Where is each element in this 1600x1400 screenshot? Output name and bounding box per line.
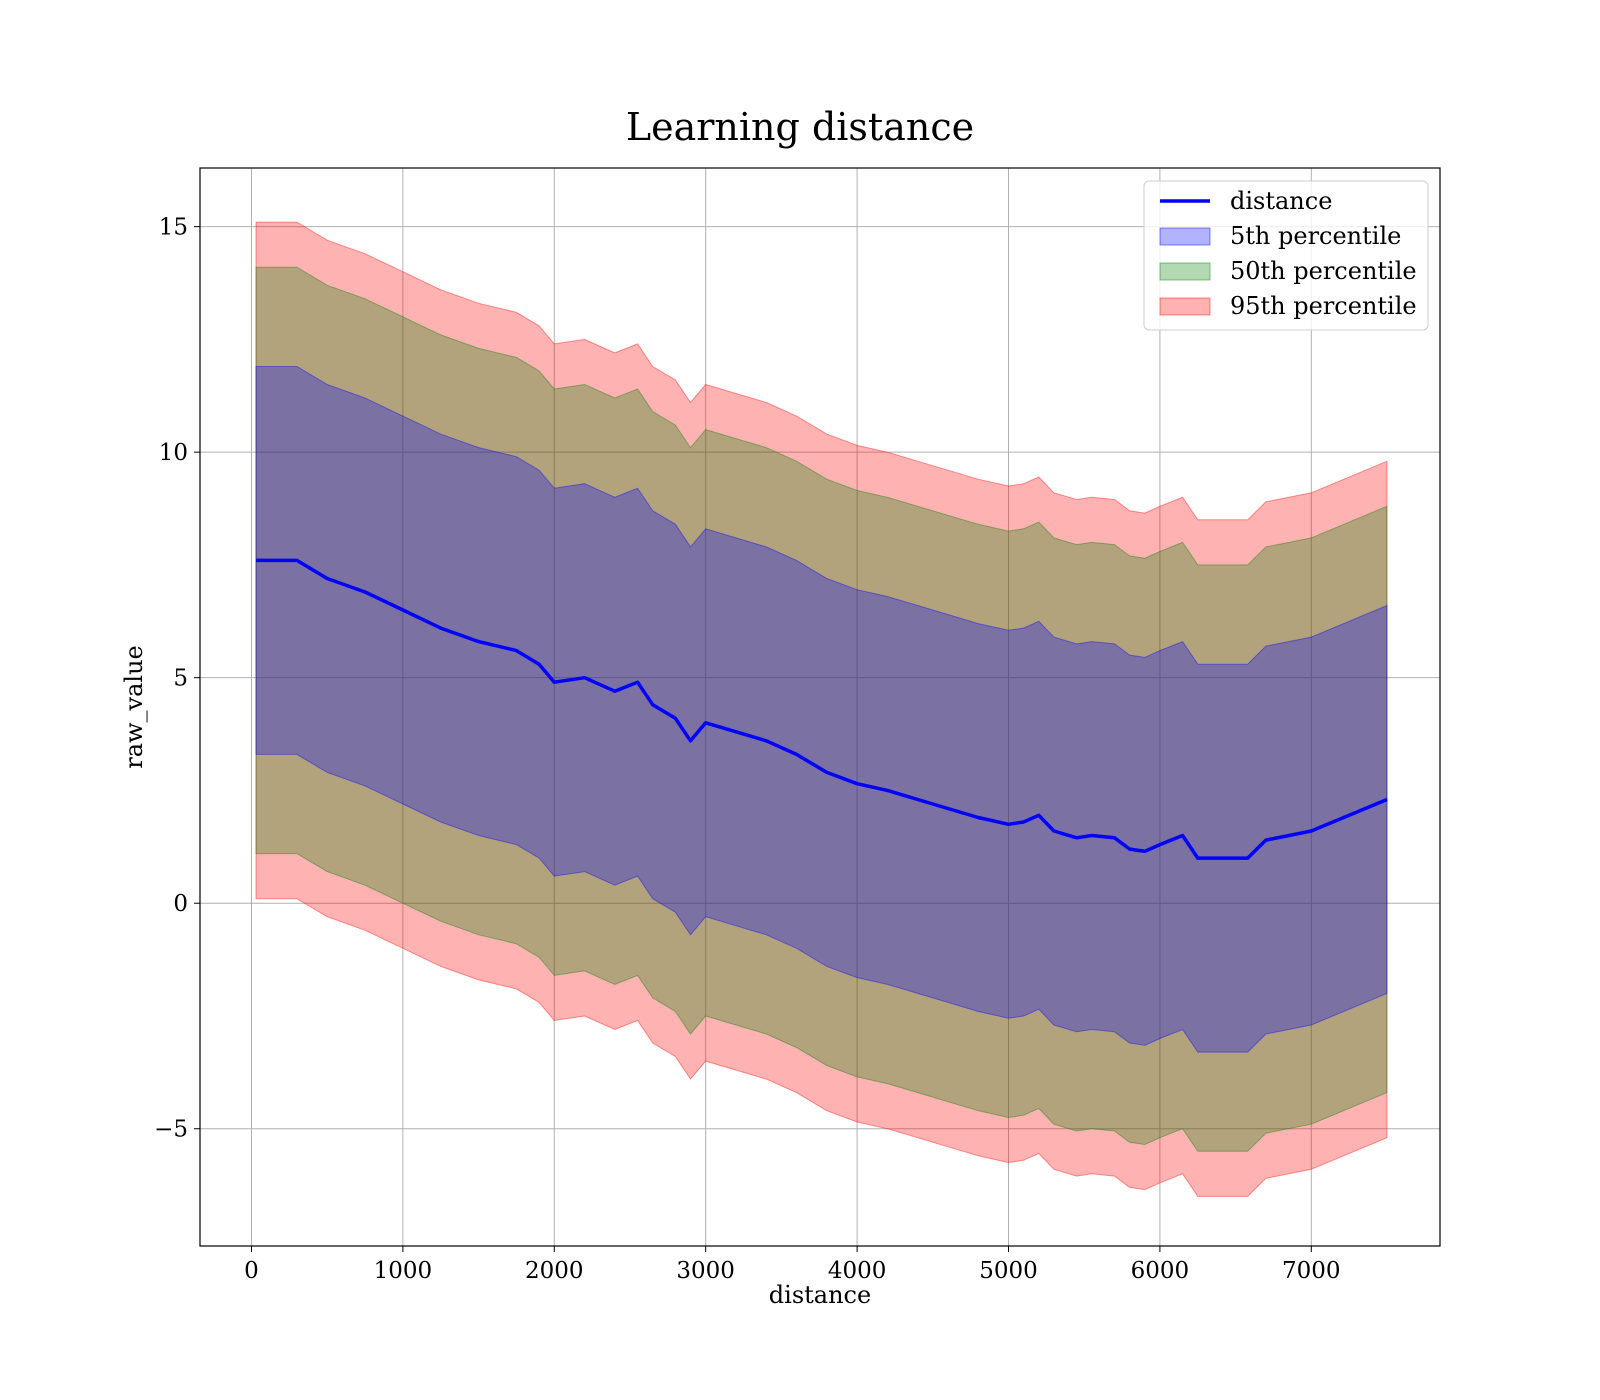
band-5th-percentile — [255, 366, 1388, 1053]
legend-box — [1143, 180, 1429, 331]
series-line-distance — [256, 558, 1388, 860]
y-axis-label: raw_value — [120, 645, 148, 769]
y-tick-label: 0 — [173, 891, 188, 917]
band-95th-percentile — [255, 221, 1388, 1197]
x-tick-label: 6000 — [1131, 1258, 1190, 1284]
distance-line-layer — [256, 558, 1388, 860]
plot-frame — [199, 167, 1441, 1247]
legend-swatch-patch — [1159, 227, 1211, 246]
x-axis-label: distance — [769, 1281, 871, 1309]
y-tick-label: 10 — [159, 440, 188, 466]
band-50th-percentile — [255, 266, 1388, 1152]
legend-label: 50th percentile — [1230, 257, 1417, 285]
x-tick-label: 0 — [244, 1258, 259, 1284]
legend-label: 95th percentile — [1230, 292, 1417, 320]
y-tick-label: 5 — [173, 666, 188, 692]
x-tick-label: 5000 — [979, 1258, 1038, 1284]
x-axis-ticks: 0 1000 2000 3000 4000 5000 6000 7000 — [244, 1246, 1341, 1284]
chart-title: Learning distance — [626, 105, 974, 149]
legend-swatch-patch — [1159, 262, 1211, 281]
x-tick-label: 7000 — [1282, 1258, 1341, 1284]
x-tick-label: 4000 — [828, 1258, 887, 1284]
y-axis-ticks: −5 0 5 10 15 — [154, 215, 200, 1143]
legend-label: 5th percentile — [1230, 222, 1401, 250]
legend-swatch-patch — [1159, 297, 1211, 316]
x-tick-label: 3000 — [676, 1258, 735, 1284]
x-tick-label: 2000 — [525, 1258, 584, 1284]
legend: distance 5th percentile 50th percentile 95t… — [1143, 180, 1429, 331]
x-tick-label: 1000 — [374, 1258, 433, 1284]
y-tick-label: −5 — [154, 1117, 188, 1143]
legend-label: distance — [1230, 187, 1332, 215]
y-tick-label: 15 — [159, 215, 188, 241]
percentile-bands — [255, 221, 1388, 1197]
